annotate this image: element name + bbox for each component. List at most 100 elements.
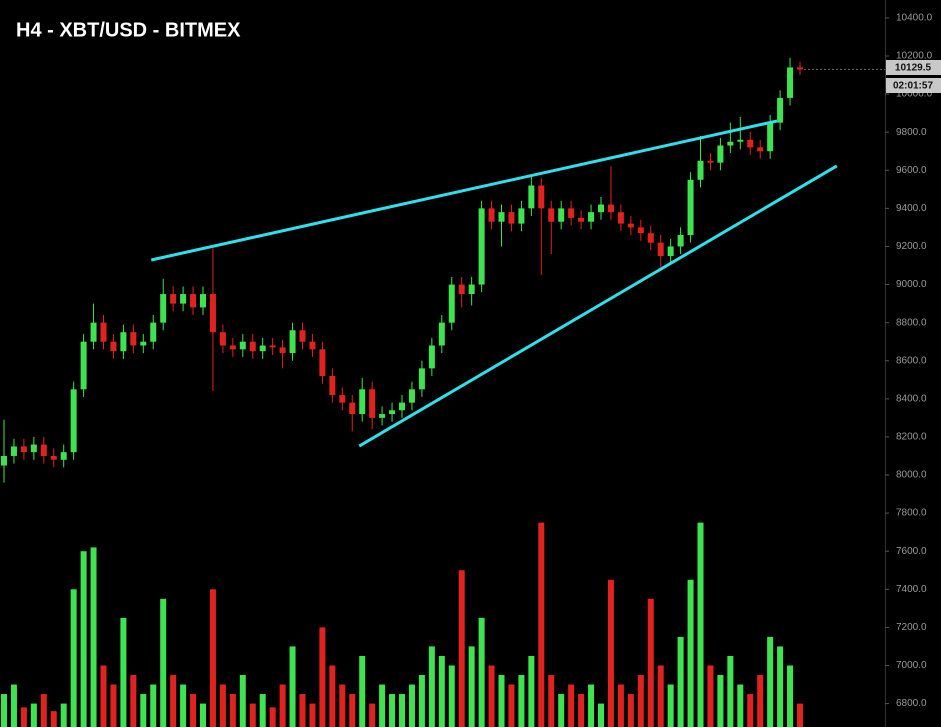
y-tick-label: 8600.0 (896, 355, 927, 366)
volume-bar (329, 665, 336, 727)
y-tick-label: 10400.0 (896, 13, 933, 24)
y-tick-label: 9200.0 (896, 241, 927, 252)
candle-body (548, 208, 555, 222)
candle-body (797, 67, 803, 70)
volume-bar (150, 684, 157, 727)
volume-bar (697, 522, 704, 727)
y-tick-label: 9800.0 (896, 127, 927, 138)
candle-body (717, 145, 724, 163)
volume-bar (180, 684, 187, 727)
candle-body (339, 395, 346, 403)
candle-body (309, 341, 316, 350)
candle-body (90, 322, 97, 342)
candle-body (458, 284, 465, 295)
volume-bar (657, 665, 664, 727)
volume-bar (130, 675, 137, 727)
volume-bar (309, 703, 316, 727)
volume-bar (408, 684, 415, 727)
candle-body (448, 284, 455, 323)
candle-body (637, 227, 644, 234)
candle-body (697, 160, 704, 180)
candle-body (518, 208, 525, 224)
volume-bar (289, 646, 296, 727)
candle-body (1, 455, 7, 466)
y-tick-label: 7400.0 (896, 584, 927, 595)
volume-bar (538, 522, 545, 727)
last-price-tag (886, 60, 941, 75)
candle-body (488, 208, 495, 222)
volume-bar (50, 711, 57, 727)
y-tick-label: 8000.0 (896, 470, 927, 481)
volume-bar (120, 617, 127, 727)
volume-bar (617, 684, 624, 727)
y-tick-label: 8200.0 (896, 432, 927, 443)
volume-bar (249, 703, 256, 727)
volume-bar (757, 675, 764, 727)
volume-bar (110, 684, 117, 727)
candle-body (30, 444, 37, 453)
volume-bar (170, 675, 177, 727)
candle-body (170, 294, 177, 304)
volume-bar (518, 675, 525, 727)
volume-bar (548, 675, 555, 727)
trendline (358, 164, 838, 448)
volume-bar (498, 675, 505, 727)
candle-body (140, 341, 147, 346)
volume-bar (508, 684, 515, 727)
trendline-layer (150, 119, 838, 448)
volume-bar (737, 684, 744, 727)
candle-body (299, 330, 306, 342)
candle-body (598, 204, 604, 213)
volume-bar (607, 579, 614, 727)
candle-body (379, 414, 386, 418)
candle-body (219, 332, 226, 346)
candle-body (279, 347, 286, 354)
volume-bar (568, 684, 575, 727)
y-tick-label: 7800.0 (896, 508, 927, 519)
volume-bar (717, 675, 724, 727)
volume-bar (399, 694, 405, 727)
candle-body (528, 185, 535, 209)
volume-bar (90, 547, 97, 727)
volume-bar (379, 684, 386, 727)
y-tick-label: 8800.0 (896, 317, 927, 328)
candle-body (777, 97, 784, 123)
volume-bar (707, 665, 714, 727)
volume-bar (359, 655, 366, 727)
candle-body (180, 294, 187, 304)
volume-bar (200, 703, 206, 727)
volume-bar (448, 665, 455, 727)
candle-body (10, 446, 17, 456)
volume-bar (438, 655, 445, 727)
volume-bar (100, 665, 107, 727)
y-tick-label: 10200.0 (896, 51, 933, 62)
candle-body (428, 345, 435, 369)
volume-bar (777, 646, 784, 727)
candle-layer (1, 57, 803, 483)
candle-body (249, 341, 256, 352)
volume-bar (418, 675, 425, 727)
volume-bar (239, 675, 246, 727)
volume-bar (80, 551, 87, 727)
volume-bar (677, 636, 684, 727)
candle-body (617, 212, 624, 224)
volume-bar (30, 703, 37, 727)
volume-bar (229, 694, 236, 727)
volume-bar (458, 570, 465, 727)
volume-bar (60, 703, 67, 727)
volume-bar (40, 694, 47, 727)
candle-body (787, 67, 794, 98)
candle-body (677, 235, 684, 247)
candle-body (130, 332, 137, 346)
volume-bar (209, 589, 216, 727)
candle-body (100, 322, 107, 342)
volume-bar (727, 655, 734, 727)
volume-bar (259, 694, 266, 727)
candle-body (588, 212, 595, 222)
y-tick-label: 9600.0 (896, 165, 927, 176)
candle-body (647, 233, 654, 243)
candle-body (438, 322, 445, 346)
volume-bar (70, 589, 77, 727)
candle-body (757, 147, 764, 152)
y-tick-label: 7600.0 (896, 546, 927, 557)
